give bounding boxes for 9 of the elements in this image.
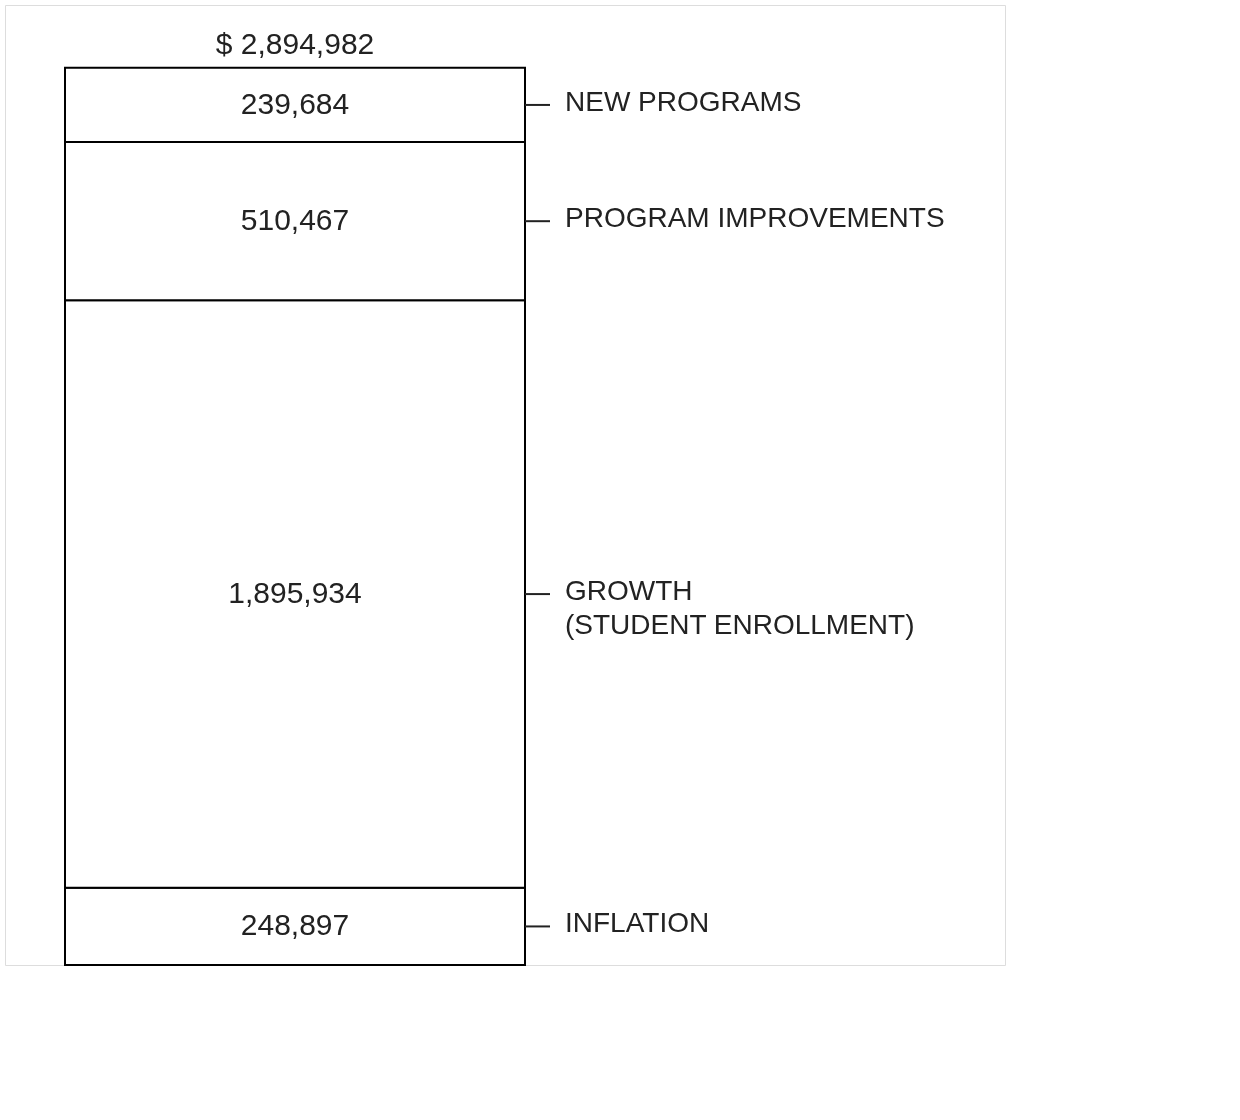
series-label: INFLATION	[565, 907, 710, 939]
data-label: 248,897	[240, 908, 350, 942]
total-label: $ 2,894,982	[215, 26, 375, 60]
series-label: NEW PROGRAMS	[565, 85, 802, 117]
series-label: PROGRAM IMPROVEMENTS	[565, 202, 945, 234]
data-label: 510,467	[240, 203, 350, 237]
data-label: 239,684	[240, 86, 350, 120]
data-label: 1,895,934	[228, 576, 362, 610]
series-label: GROWTH (STUDENT ENROLLMENT)	[565, 575, 915, 641]
